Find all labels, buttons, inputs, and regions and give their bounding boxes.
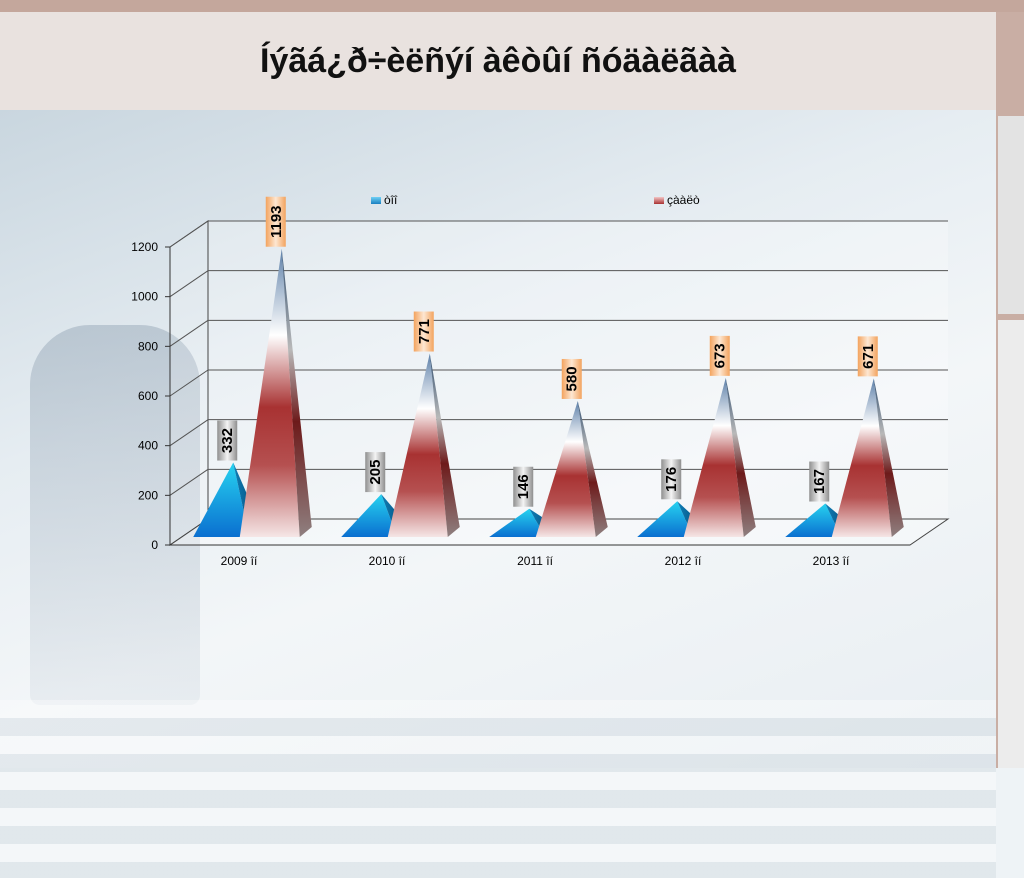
bar-series-1-side (725, 377, 756, 537)
y-tick-label: 600 (138, 389, 158, 403)
data-label-series-1-bg (265, 196, 286, 247)
data-label-series-0: 146 (515, 474, 532, 499)
y-tick-label: 1200 (131, 240, 158, 254)
gridline-depth (169, 220, 209, 248)
right-decor-panel (998, 320, 1024, 768)
pyramid-bar-chart: 0 200 400 600 800 1000 1200 332 1193 2009 îí 205 7… (131, 196, 950, 568)
bar-series-0-front (637, 501, 694, 537)
bar-series-0-front (489, 508, 546, 537)
bar-series-1-side (577, 400, 608, 537)
bar-series-1-front (683, 377, 744, 537)
bar-series-1-front (831, 378, 892, 537)
bar-series-0-front (193, 462, 250, 537)
chart-labels: 332 1193 2009 îí 205 771 2010 îí 146 580 2011 îí… (217, 196, 878, 568)
data-label-series-0-bg (365, 452, 386, 493)
x-tick-label: 2013 îí (813, 554, 850, 568)
data-label-series-1: 671 (860, 344, 877, 369)
background-figure (30, 325, 200, 705)
y-tick-label: 200 (138, 488, 158, 502)
bar-series-1-side (873, 378, 904, 537)
x-tick-label: 2012 îí (665, 554, 702, 568)
data-label-series-0-bg (513, 466, 534, 507)
data-label-series-0-bg (217, 420, 238, 461)
title-bar: Íýãá¿ð÷èëñýí àêòûí ñóäàëãàà (0, 12, 996, 110)
data-label-series-0-bg (809, 461, 830, 502)
legend-label: òîî (384, 193, 398, 207)
bar-series-1-front (535, 400, 596, 537)
legend-item: òîî (371, 193, 397, 207)
bar-series-0-front (785, 503, 842, 537)
legend-label: çààëò (667, 193, 700, 207)
data-label-series-0: 205 (367, 460, 384, 485)
bar-series-1 (239, 248, 312, 537)
bar-series-1-side (429, 353, 460, 537)
data-label-series-0: 167 (811, 469, 828, 494)
bar-series-0-front (341, 494, 398, 537)
y-tick-label: 400 (138, 439, 158, 453)
slide-title: Íýãá¿ð÷èëñýí àêòûí ñóäàëãàà (260, 41, 736, 80)
data-label-series-1: 1193 (268, 205, 285, 238)
bar-series-1 (831, 378, 904, 537)
top-band (0, 0, 1024, 12)
bar-series-1 (535, 400, 608, 537)
gridline-depth (169, 319, 209, 347)
data-label-series-1-bg (413, 311, 434, 352)
bar-series-1 (683, 377, 756, 537)
y-tick-label: 0 (151, 538, 158, 552)
data-label-series-0: 176 (663, 467, 680, 492)
gridline-depth (169, 419, 209, 447)
data-label-series-1-bg (709, 335, 730, 376)
data-label-series-0: 332 (219, 428, 236, 453)
x-tick-label: 2009 îí (221, 554, 258, 568)
bar-series-1-side (281, 248, 312, 537)
data-label-series-1-bg (857, 336, 878, 377)
gridline-depth (169, 270, 209, 298)
x-tick-label: 2010 îí (369, 554, 406, 568)
data-label-series-1: 771 (416, 319, 433, 344)
data-label-series-0-bg (661, 459, 682, 500)
bar-series-1 (387, 353, 460, 537)
legend-swatch (371, 196, 381, 204)
legend-item: çààëò (654, 193, 700, 207)
bar-series-1-front (387, 353, 448, 537)
gridline-depth (169, 468, 209, 496)
data-label-series-1-bg (561, 358, 582, 399)
data-label-series-1: 580 (564, 366, 581, 391)
bar-series-1-front (239, 248, 300, 537)
data-label-series-1: 673 (712, 343, 729, 368)
x-tick-label: 2011 îí (517, 554, 553, 568)
right-decor-panel (998, 116, 1024, 314)
y-tick-label: 800 (138, 339, 158, 353)
legend-swatch (654, 196, 664, 204)
y-tick-label: 1000 (131, 290, 158, 304)
chart-bars (193, 248, 904, 537)
gridline-depth (169, 369, 209, 397)
